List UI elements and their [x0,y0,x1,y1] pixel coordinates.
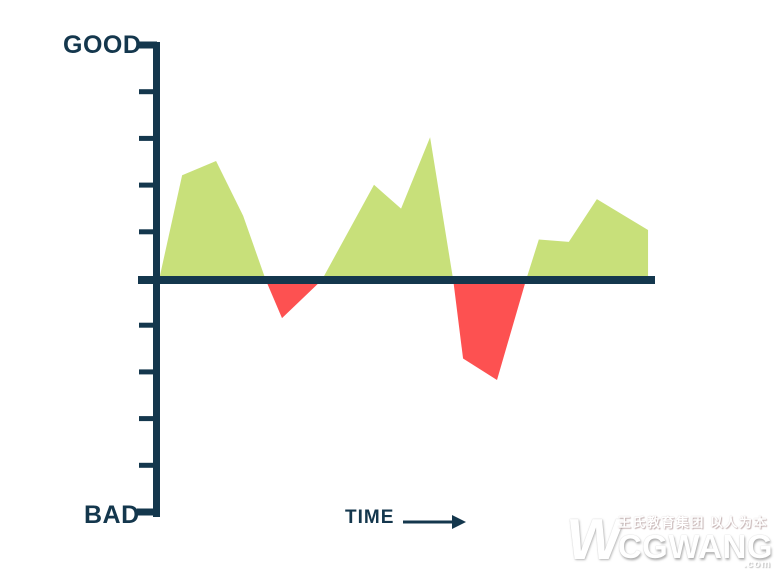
y-axis-tick [139,229,156,235]
y-axis-tick [139,135,156,141]
y-axis-bottom-label: BAD [84,501,140,529]
y-axis-tick [139,322,156,328]
y-axis-tick [139,462,156,468]
area-above-baseline [526,199,649,280]
y-axis-top-label: GOOD [63,31,142,59]
watermark-tld: .com [743,559,771,570]
y-axis-tick [137,508,157,516]
time-arrow-shaft [403,520,454,524]
watermark-brand: CGWANG [617,527,773,565]
area-below-baseline [453,280,527,380]
watermark-tagline: 王氏教育集团 以人为本 [617,515,768,531]
y-axis-tick [139,89,156,95]
area-above-baseline [321,137,454,280]
x-axis-label: TIME [345,507,395,528]
watermark-w-logo-icon: W [562,506,627,570]
area-above-baseline [159,161,266,280]
baseline [138,276,655,284]
watermark-text-block: 王氏教育集团 以人为本 CGWANG .com [617,515,773,570]
y-axis-tick [139,369,156,375]
y-axis-tick [139,182,156,188]
y-axis-tick [137,41,157,49]
area-below-baseline [265,280,322,319]
y-axis-tick [139,416,156,422]
watermark: W 王氏教育集团 以人为本 CGWANG .com [562,506,773,570]
time-arrow-head-icon [452,515,466,529]
